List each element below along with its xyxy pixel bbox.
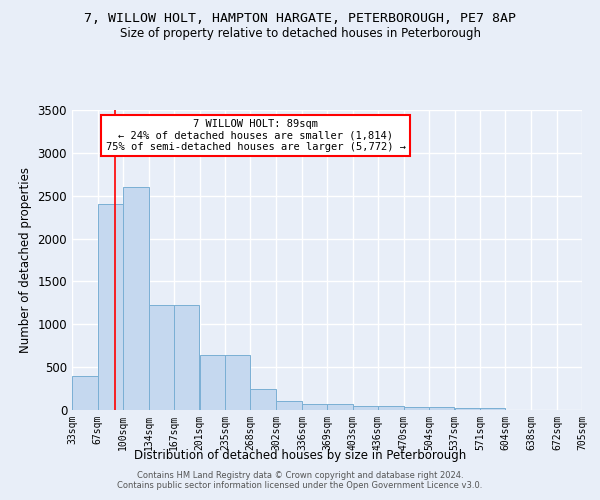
Bar xyxy=(404,407,430,410)
Bar xyxy=(98,204,123,410)
Bar xyxy=(327,404,353,410)
Bar xyxy=(72,376,98,410)
Text: Distribution of detached houses by size in Peterborough: Distribution of detached houses by size … xyxy=(134,448,466,462)
Bar xyxy=(149,304,173,410)
Bar xyxy=(455,408,481,410)
Bar xyxy=(378,406,404,410)
Text: Contains HM Land Registry data © Crown copyright and database right 2024.
Contai: Contains HM Land Registry data © Crown c… xyxy=(118,470,482,490)
Text: 7, WILLOW HOLT, HAMPTON HARGATE, PETERBOROUGH, PE7 8AP: 7, WILLOW HOLT, HAMPTON HARGATE, PETERBO… xyxy=(84,12,516,26)
Bar xyxy=(199,355,226,410)
Bar xyxy=(353,406,378,410)
Bar xyxy=(226,355,250,410)
Bar xyxy=(481,408,505,410)
Text: Size of property relative to detached houses in Peterborough: Size of property relative to detached ho… xyxy=(119,28,481,40)
Bar xyxy=(173,304,199,410)
Bar xyxy=(302,404,327,410)
Bar xyxy=(123,187,149,410)
Bar xyxy=(276,402,302,410)
Bar xyxy=(430,407,455,410)
Bar xyxy=(250,388,276,410)
Text: 7 WILLOW HOLT: 89sqm
← 24% of detached houses are smaller (1,814)
75% of semi-de: 7 WILLOW HOLT: 89sqm ← 24% of detached h… xyxy=(106,119,406,152)
Y-axis label: Number of detached properties: Number of detached properties xyxy=(19,167,32,353)
